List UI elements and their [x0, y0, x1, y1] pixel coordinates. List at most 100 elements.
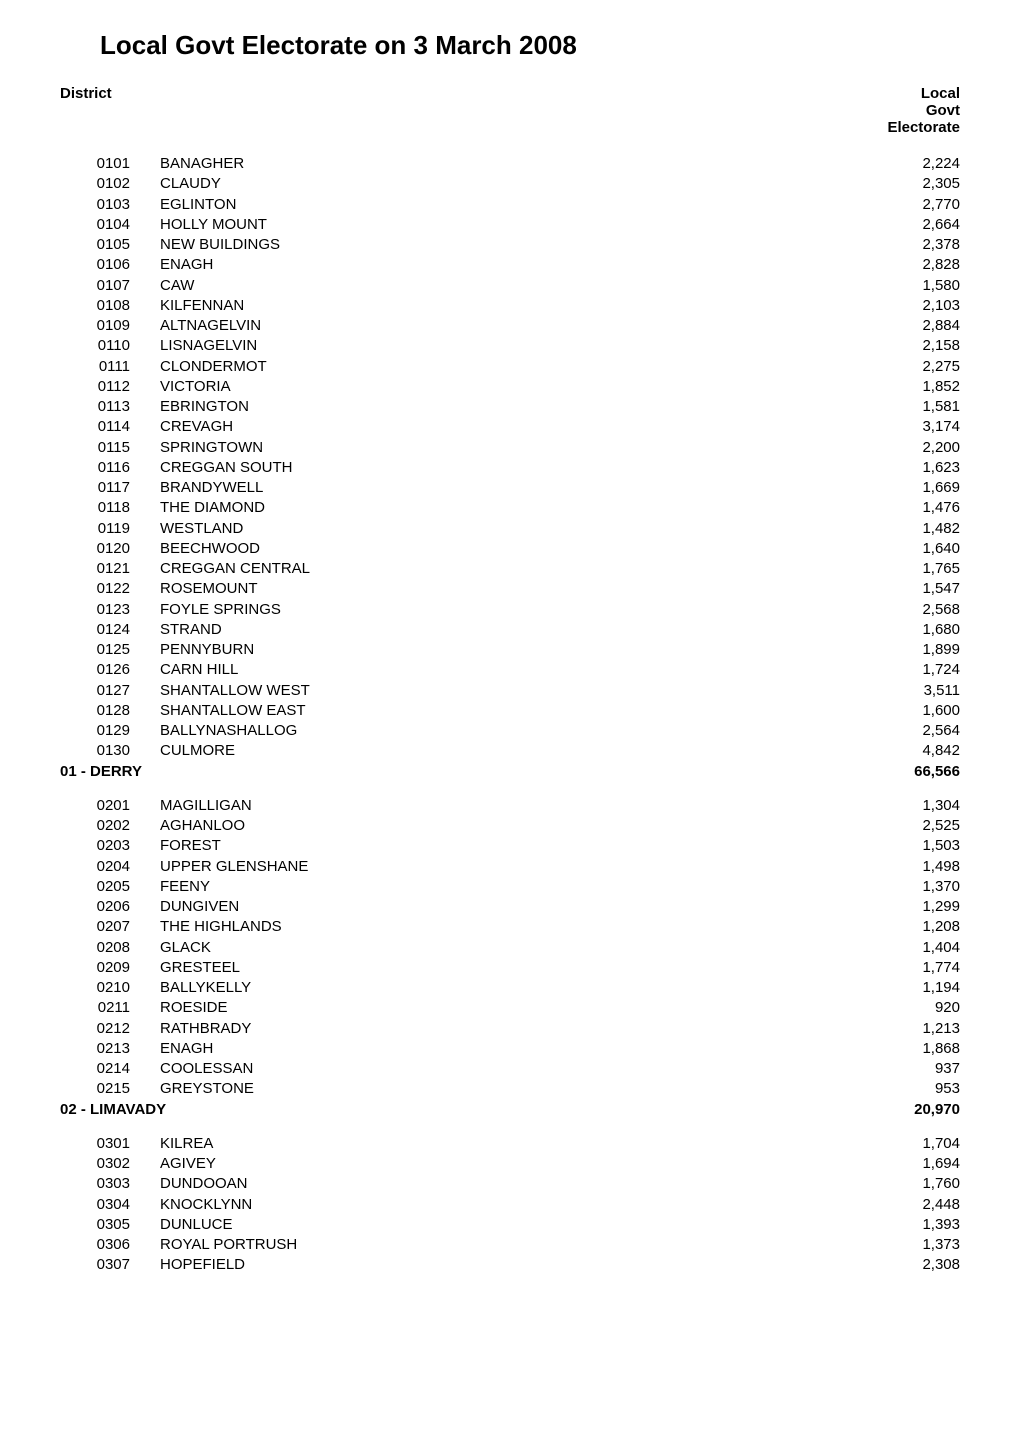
ward-name: DUNDOOAN [160, 1174, 860, 1194]
ward-name: PENNYBURN [160, 640, 860, 660]
table-row: 0123FOYLE SPRINGS2,568 [60, 600, 960, 620]
table-row: 0125PENNYBURN1,899 [60, 640, 960, 660]
table-row: 0111CLONDERMOT2,275 [60, 357, 960, 377]
ward-name: BALLYKELLY [160, 978, 860, 998]
table-row: 0208GLACK1,404 [60, 938, 960, 958]
header-line2: Govt [840, 102, 960, 119]
ward-name: ENAGH [160, 255, 860, 275]
ward-code: 0126 [60, 660, 160, 680]
ward-code: 0203 [60, 836, 160, 856]
ward-name: EGLINTON [160, 195, 860, 215]
ward-code: 0125 [60, 640, 160, 660]
ward-name: HOPEFIELD [160, 1255, 860, 1275]
table-row: 0302AGIVEY1,694 [60, 1154, 960, 1174]
ward-code: 0114 [60, 417, 160, 437]
table-row: 0203FOREST1,503 [60, 836, 960, 856]
table-header: District Local Govt Electorate [60, 85, 960, 136]
ward-code: 0122 [60, 579, 160, 599]
ward-name: EBRINGTON [160, 397, 860, 417]
table-row: 0103EGLINTON2,770 [60, 195, 960, 215]
table-row: 0120BEECHWOOD1,640 [60, 539, 960, 559]
table-row: 0101BANAGHER2,224 [60, 154, 960, 174]
table-row: 0116CREGGAN SOUTH1,623 [60, 458, 960, 478]
ward-code: 0214 [60, 1059, 160, 1079]
ward-name: DUNLUCE [160, 1215, 860, 1235]
electorate-value: 2,525 [860, 816, 960, 836]
electorate-value: 920 [860, 998, 960, 1018]
electorate-value: 1,304 [860, 796, 960, 816]
electorate-value: 1,765 [860, 559, 960, 579]
table-row: 0303DUNDOOAN1,760 [60, 1174, 960, 1194]
ward-name: THE DIAMOND [160, 498, 860, 518]
electorate-value: 1,580 [860, 276, 960, 296]
table-row: 0306ROYAL PORTRUSH1,373 [60, 1235, 960, 1255]
header-line1: Local [840, 85, 960, 102]
ward-code: 0120 [60, 539, 160, 559]
electorate-value: 1,852 [860, 377, 960, 397]
electorate-value: 1,640 [860, 539, 960, 559]
table-row: 0127SHANTALLOW WEST3,511 [60, 681, 960, 701]
ward-code: 0110 [60, 336, 160, 356]
ward-code: 0304 [60, 1195, 160, 1215]
ward-code: 0118 [60, 498, 160, 518]
electorate-value: 1,213 [860, 1019, 960, 1039]
table-row: 0104HOLLY MOUNT2,664 [60, 215, 960, 235]
district-block: 0201MAGILLIGAN1,3040202AGHANLOO2,5250203… [60, 796, 960, 1120]
table-row: 0126CARN HILL1,724 [60, 660, 960, 680]
ward-code: 0303 [60, 1174, 160, 1194]
electorate-value: 1,774 [860, 958, 960, 978]
ward-code: 0215 [60, 1079, 160, 1099]
ward-name: ROSEMOUNT [160, 579, 860, 599]
header-line3: Electorate [840, 119, 960, 136]
table-row: 0304KNOCKLYNN2,448 [60, 1195, 960, 1215]
electorate-value: 1,476 [860, 498, 960, 518]
table-row: 0130CULMORE4,842 [60, 741, 960, 761]
ward-name: KNOCKLYNN [160, 1195, 860, 1215]
ward-name: COOLESSAN [160, 1059, 860, 1079]
ward-code: 0204 [60, 857, 160, 877]
ward-code: 0119 [60, 519, 160, 539]
page-title: Local Govt Electorate on 3 March 2008 [100, 30, 960, 61]
table-row: 0205FEENY1,370 [60, 877, 960, 897]
ward-code: 0121 [60, 559, 160, 579]
electorate-value: 1,694 [860, 1154, 960, 1174]
ward-name: BEECHWOOD [160, 539, 860, 559]
table-row: 0211ROESIDE920 [60, 998, 960, 1018]
table-row: 0121CREGGAN CENTRAL1,765 [60, 559, 960, 579]
table-row: 0301KILREA1,704 [60, 1134, 960, 1154]
spacer [190, 1100, 860, 1120]
ward-code: 0106 [60, 255, 160, 275]
electorate-value: 2,664 [860, 215, 960, 235]
table-row: 0117BRANDYWELL1,669 [60, 478, 960, 498]
electorate-value: 1,760 [860, 1174, 960, 1194]
electorate-value: 4,842 [860, 741, 960, 761]
electorate-value: 2,568 [860, 600, 960, 620]
ward-name: KILFENNAN [160, 296, 860, 316]
table-row: 0204UPPER GLENSHANE1,498 [60, 857, 960, 877]
electorate-value: 1,482 [860, 519, 960, 539]
electorate-value: 2,448 [860, 1195, 960, 1215]
table-row: 0305DUNLUCE1,393 [60, 1215, 960, 1235]
electorate-value: 1,868 [860, 1039, 960, 1059]
table-row: 0107CAW1,580 [60, 276, 960, 296]
ward-name: STRAND [160, 620, 860, 640]
header-electorate: Local Govt Electorate [840, 85, 960, 136]
ward-code: 0202 [60, 816, 160, 836]
table-row: 0124STRAND1,680 [60, 620, 960, 640]
electorate-value: 1,393 [860, 1215, 960, 1235]
ward-name: CARN HILL [160, 660, 860, 680]
ward-name: AGHANLOO [160, 816, 860, 836]
spacer [190, 762, 860, 782]
ward-name: THE HIGHLANDS [160, 917, 860, 937]
table-row: 0119WESTLAND1,482 [60, 519, 960, 539]
table-row: 0212RATHBRADY1,213 [60, 1019, 960, 1039]
ward-code: 0302 [60, 1154, 160, 1174]
electorate-value: 937 [860, 1059, 960, 1079]
ward-code: 0307 [60, 1255, 160, 1275]
ward-code: 0206 [60, 897, 160, 917]
electorate-value: 1,503 [860, 836, 960, 856]
table-row: 0102CLAUDY2,305 [60, 174, 960, 194]
electorate-value: 1,547 [860, 579, 960, 599]
ward-name: CULMORE [160, 741, 860, 761]
ward-code: 0205 [60, 877, 160, 897]
